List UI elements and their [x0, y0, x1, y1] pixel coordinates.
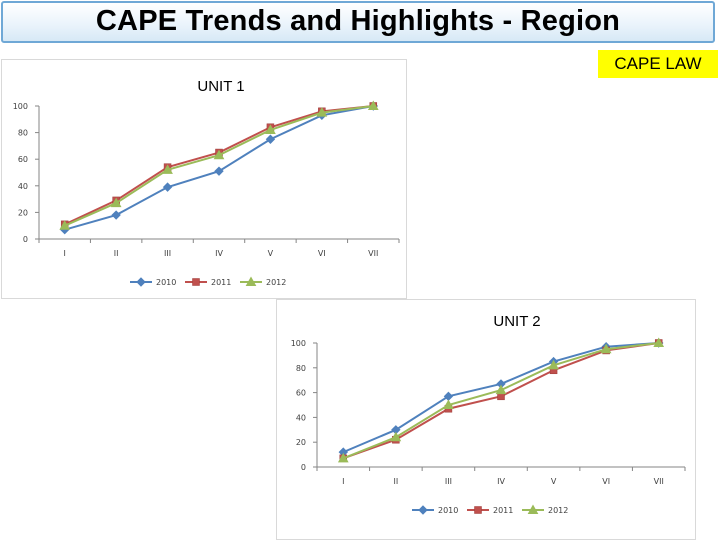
unit2-chart-panel: UNIT 2 0 20 40 60 80 100 I II III IV V VI VII 2010 2011…	[276, 299, 696, 540]
unit2-point-2012	[548, 359, 559, 370]
unit2-series-2011	[339, 339, 663, 463]
unit1-chart-title: UNIT 1	[197, 78, 244, 95]
unit2-y-tick-label: 60	[296, 389, 306, 398]
unit1-legend-item-2010: 2010	[130, 277, 176, 287]
unit1-series-2011	[60, 102, 378, 229]
unit1-series-2012	[59, 100, 379, 230]
unit1-x-tick-label: IV	[215, 249, 223, 258]
unit1-point-2010	[214, 166, 224, 176]
unit2-legend-marker-2012	[527, 504, 539, 514]
unit1-legend-label-2012: 2012	[266, 278, 286, 287]
unit1-point-2012	[213, 149, 225, 160]
unit2-x-tick-label: VII	[654, 477, 664, 486]
unit1-x-tick-label: II	[114, 249, 119, 258]
unit1-legend-marker-2010	[136, 277, 146, 287]
unit1-point-2010	[162, 182, 173, 192]
unit2-point-2012	[443, 399, 454, 409]
cape-law-badge: CAPE LAW	[598, 50, 718, 78]
unit2-y-tick-label: 40	[296, 413, 306, 422]
unit2-x-tick-label: II	[393, 477, 398, 486]
unit2-series-line-2011	[342, 342, 659, 460]
unit2-y-tick-label: 0	[301, 463, 306, 472]
unit1-x-tick-label: VI	[318, 249, 326, 258]
unit1-point-2012	[265, 124, 276, 134]
unit2-series-2012	[337, 337, 665, 463]
unit2-legend-label-2011: 2011	[493, 506, 513, 515]
unit1-y-tick-label: 0	[23, 235, 28, 244]
unit1-x-tick-label: III	[164, 249, 171, 258]
unit2-y-tick-label: 20	[296, 438, 306, 447]
unit1-legend-marker-2012	[245, 276, 257, 286]
unit2-x-tick-label: IV	[497, 477, 505, 486]
unit2-legend-marker-2011	[474, 506, 482, 514]
unit2-chart-title: UNIT 2	[493, 313, 540, 330]
unit1-series-2010	[60, 101, 378, 235]
unit1-point-2012	[110, 197, 122, 208]
unit1-legend-marker-2011	[192, 278, 200, 286]
unit1-x-tick-label: VII	[368, 249, 378, 258]
unit2-point-2012	[653, 337, 665, 347]
unit1-series-line-2012	[64, 105, 374, 227]
page-title: CAPE Trends and Highlights - Region	[95, 5, 621, 37]
unit1-point-2012	[316, 107, 328, 117]
unit1-point-2012	[162, 164, 173, 174]
unit1-point-2010	[265, 134, 276, 144]
unit2-legend-item-2010: 2010	[412, 505, 458, 515]
unit2-point-2012	[390, 431, 402, 442]
unit2-point-2012	[600, 343, 612, 354]
unit2-legend-label-2010: 2010	[438, 506, 458, 515]
unit2-legend-item-2011: 2011	[467, 506, 513, 515]
unit1-y-tick-label: 40	[18, 182, 28, 191]
unit1-y-tick-label: 60	[18, 155, 28, 164]
unit1-legend-item-2011: 2011	[185, 278, 231, 287]
unit1-x-tick-label: V	[268, 249, 274, 258]
unit2-x-tick-label: V	[551, 477, 557, 486]
unit1-y-tick-label: 80	[18, 129, 28, 138]
unit1-point-2012	[59, 220, 71, 230]
unit1-y-tick-label: 100	[13, 102, 28, 111]
unit1-legend-item-2012: 2012	[240, 276, 286, 287]
unit1-chart-panel: UNIT 1 0 20 40 60 80 100 I II III IV V VI VII 2010 2011…	[1, 59, 407, 299]
unit1-x-tick-label: I	[64, 249, 66, 258]
title-bar: CAPE Trends and Highlights - Region	[1, 1, 715, 43]
unit2-x-tick-label: VI	[602, 477, 610, 486]
unit1-legend-label-2011: 2011	[211, 278, 231, 287]
unit1-point-2012	[367, 100, 379, 110]
unit2-legend-label-2012: 2012	[548, 506, 568, 515]
unit2-y-tick-label: 100	[291, 339, 306, 348]
unit2-legend-marker-2010	[418, 505, 428, 515]
unit2-point-2012	[495, 384, 507, 395]
unit2-legend-item-2012: 2012	[522, 504, 568, 515]
unit1-point-2010	[111, 210, 121, 220]
unit2-y-tick-label: 80	[296, 364, 306, 373]
unit2-point-2012	[337, 452, 349, 463]
unit1-series-line-2011	[64, 105, 374, 226]
unit1-y-tick-label: 20	[18, 208, 28, 217]
unit2-x-tick-label: I	[342, 477, 344, 486]
unit2-x-tick-label: III	[445, 477, 452, 486]
unit1-legend-label-2010: 2010	[156, 278, 176, 287]
